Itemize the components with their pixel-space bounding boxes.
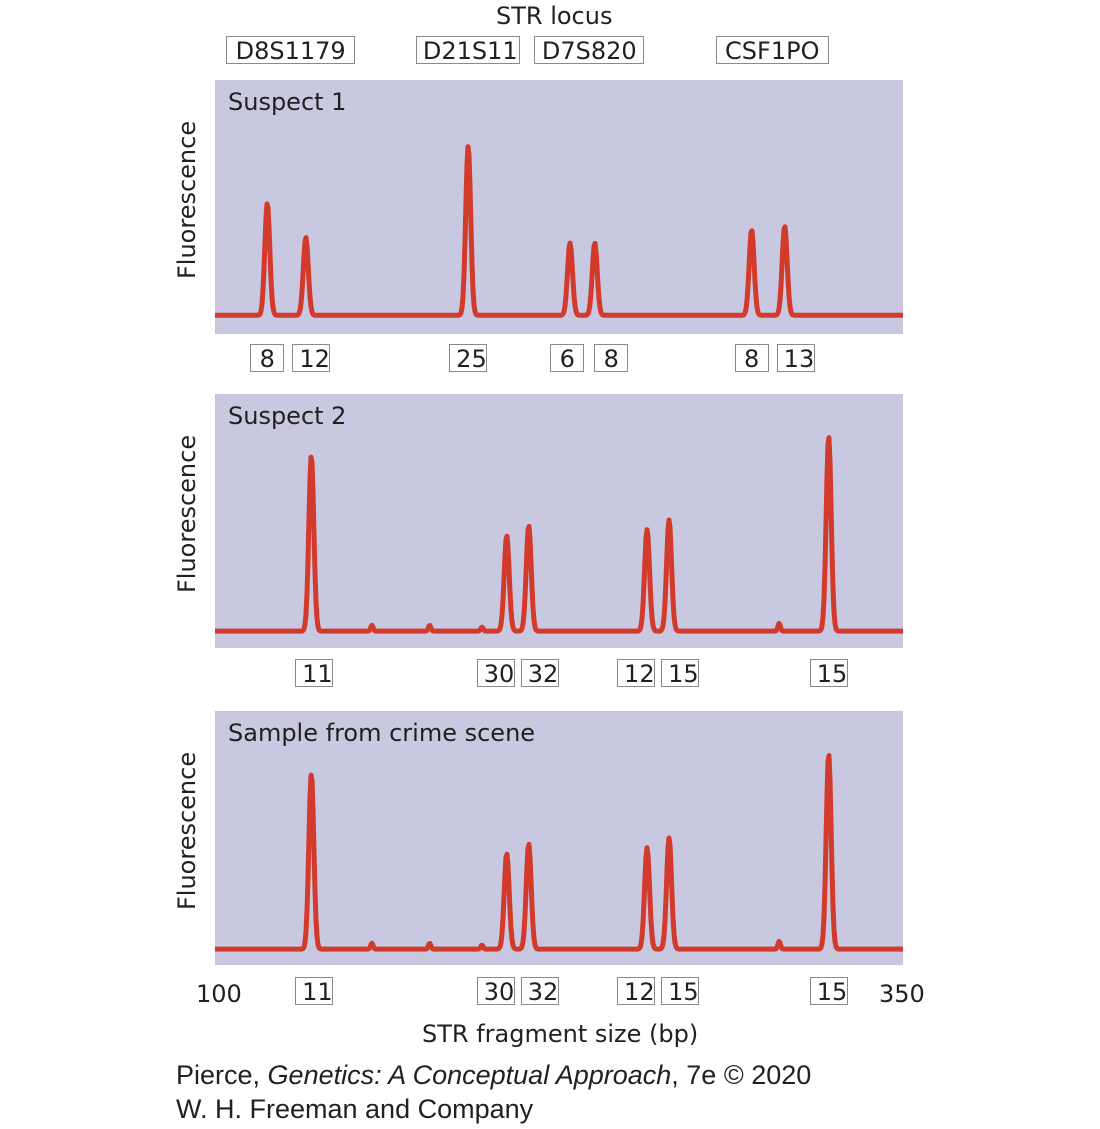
panel-title: Sample from crime scene (228, 719, 536, 747)
allele-label: 11 (295, 977, 334, 1006)
allele-label: 32 (520, 977, 559, 1006)
locus-axis-title: STR locus (496, 2, 613, 30)
credit-book-title: Genetics: A Conceptual Approach (267, 1060, 672, 1090)
fluorescence-trace (213, 435, 905, 634)
panel-title: Suspect 1 (228, 88, 347, 116)
allele-label: 8 (250, 344, 285, 373)
x-tick-min: 100 (196, 980, 242, 1008)
locus-label-d7s820: D7S820 (534, 36, 645, 65)
credit-author: Pierce, (176, 1060, 268, 1090)
allele-label: 13 (776, 344, 815, 373)
allele-label: 25 (449, 344, 488, 373)
allele-label: 12 (617, 977, 656, 1006)
x-axis-label: STR fragment size (bp) (422, 1020, 699, 1048)
allele-label: 12 (617, 659, 656, 688)
allele-label: 11 (295, 659, 334, 688)
x-tick-max: 350 (879, 980, 925, 1008)
credit-line-2: W. H. Freeman and Company (176, 1094, 534, 1124)
allele-label: 30 (476, 659, 515, 688)
locus-label-d8s1179: D8S1179 (226, 36, 356, 65)
locus-label-d21s11: D21S11 (415, 36, 521, 65)
fluorescence-trace (213, 144, 905, 318)
allele-label: 15 (809, 977, 848, 1006)
allele-label: 32 (520, 659, 559, 688)
credit-line-1: Pierce, Genetics: A Conceptual Approach,… (176, 1062, 811, 1089)
panel-title: Suspect 2 (228, 402, 347, 430)
locus-label-csf1po: CSF1PO (715, 36, 829, 65)
allele-label: 15 (661, 977, 700, 1006)
allele-label: 15 (809, 659, 848, 688)
allele-label: 8 (734, 344, 769, 373)
allele-label: 12 (292, 344, 331, 373)
allele-label: 30 (476, 977, 515, 1006)
allele-label: 8 (594, 344, 629, 373)
allele-label: 6 (550, 344, 585, 373)
allele-label: 15 (661, 659, 700, 688)
fluorescence-trace (213, 753, 905, 952)
credit-edition: , 7e © 2020 (671, 1060, 812, 1090)
panel-background (215, 711, 903, 965)
panel-background (215, 394, 903, 648)
